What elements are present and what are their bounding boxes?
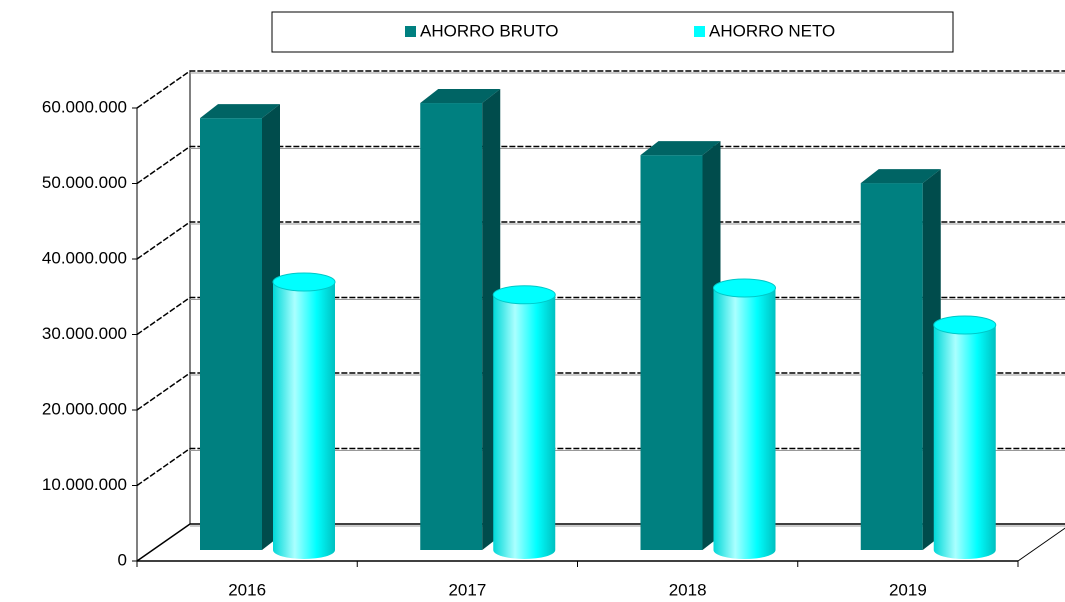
bar-top: [200, 104, 280, 119]
x-tick-label: 2016: [228, 580, 266, 599]
grid-line: [136, 296, 1065, 336]
y-tick-label: 30.000.000: [42, 324, 127, 343]
bar-top: [640, 141, 721, 156]
x-tick-label: 2019: [889, 580, 927, 599]
bar-front: [420, 103, 483, 550]
cylinder-top: [933, 315, 997, 335]
legend-label: AHORRO NETO: [709, 21, 835, 40]
bar-front: [640, 155, 703, 550]
cylinder-body: [933, 325, 996, 559]
legend-box: [271, 11, 954, 53]
y-tick-label: 50.000.000: [42, 173, 127, 192]
legend-swatch: [694, 26, 705, 37]
x-tick-label: 2017: [448, 580, 486, 599]
cylinder-top: [713, 278, 776, 298]
y-tick-label: 20.000.000: [42, 399, 127, 418]
bar-front: [860, 183, 923, 550]
bar-top: [420, 89, 501, 104]
grid-line: [136, 221, 1065, 260]
bar-top: [860, 169, 941, 184]
y-tick-label: 60.000.000: [42, 97, 127, 116]
grid-line: [136, 372, 1065, 411]
y-tick-label: 40.000.000: [42, 248, 127, 267]
x-tick-label: 2018: [669, 580, 707, 599]
floor-edge: [1017, 527, 1065, 562]
grid-line: [136, 70, 1065, 109]
legend-swatch: [405, 26, 416, 37]
grid-line: [136, 447, 1065, 487]
grid-line: [136, 145, 1065, 185]
cylinder-body: [273, 281, 335, 559]
bar-front: [200, 118, 262, 550]
cylinder-top: [272, 272, 336, 292]
y-tick-label: 0: [118, 550, 127, 569]
cylinder-top: [492, 285, 556, 305]
cylinder-body: [493, 294, 556, 559]
cylinder-body: [713, 288, 776, 559]
grid-line: [136, 523, 1065, 562]
y-tick-label: 10.000.000: [42, 475, 127, 494]
legend-label: AHORRO BRUTO: [420, 21, 559, 40]
